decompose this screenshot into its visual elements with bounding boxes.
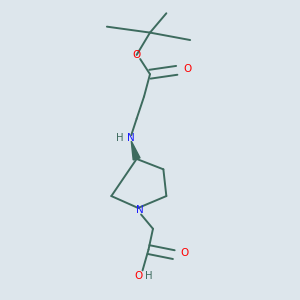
- Text: N: N: [136, 205, 143, 215]
- Text: N: N: [128, 133, 135, 143]
- Text: H: H: [146, 271, 153, 281]
- Text: H: H: [116, 133, 123, 143]
- Text: O: O: [180, 248, 189, 258]
- Polygon shape: [131, 141, 140, 160]
- Text: O: O: [183, 64, 192, 74]
- Text: O: O: [134, 271, 142, 281]
- Text: O: O: [133, 50, 141, 60]
